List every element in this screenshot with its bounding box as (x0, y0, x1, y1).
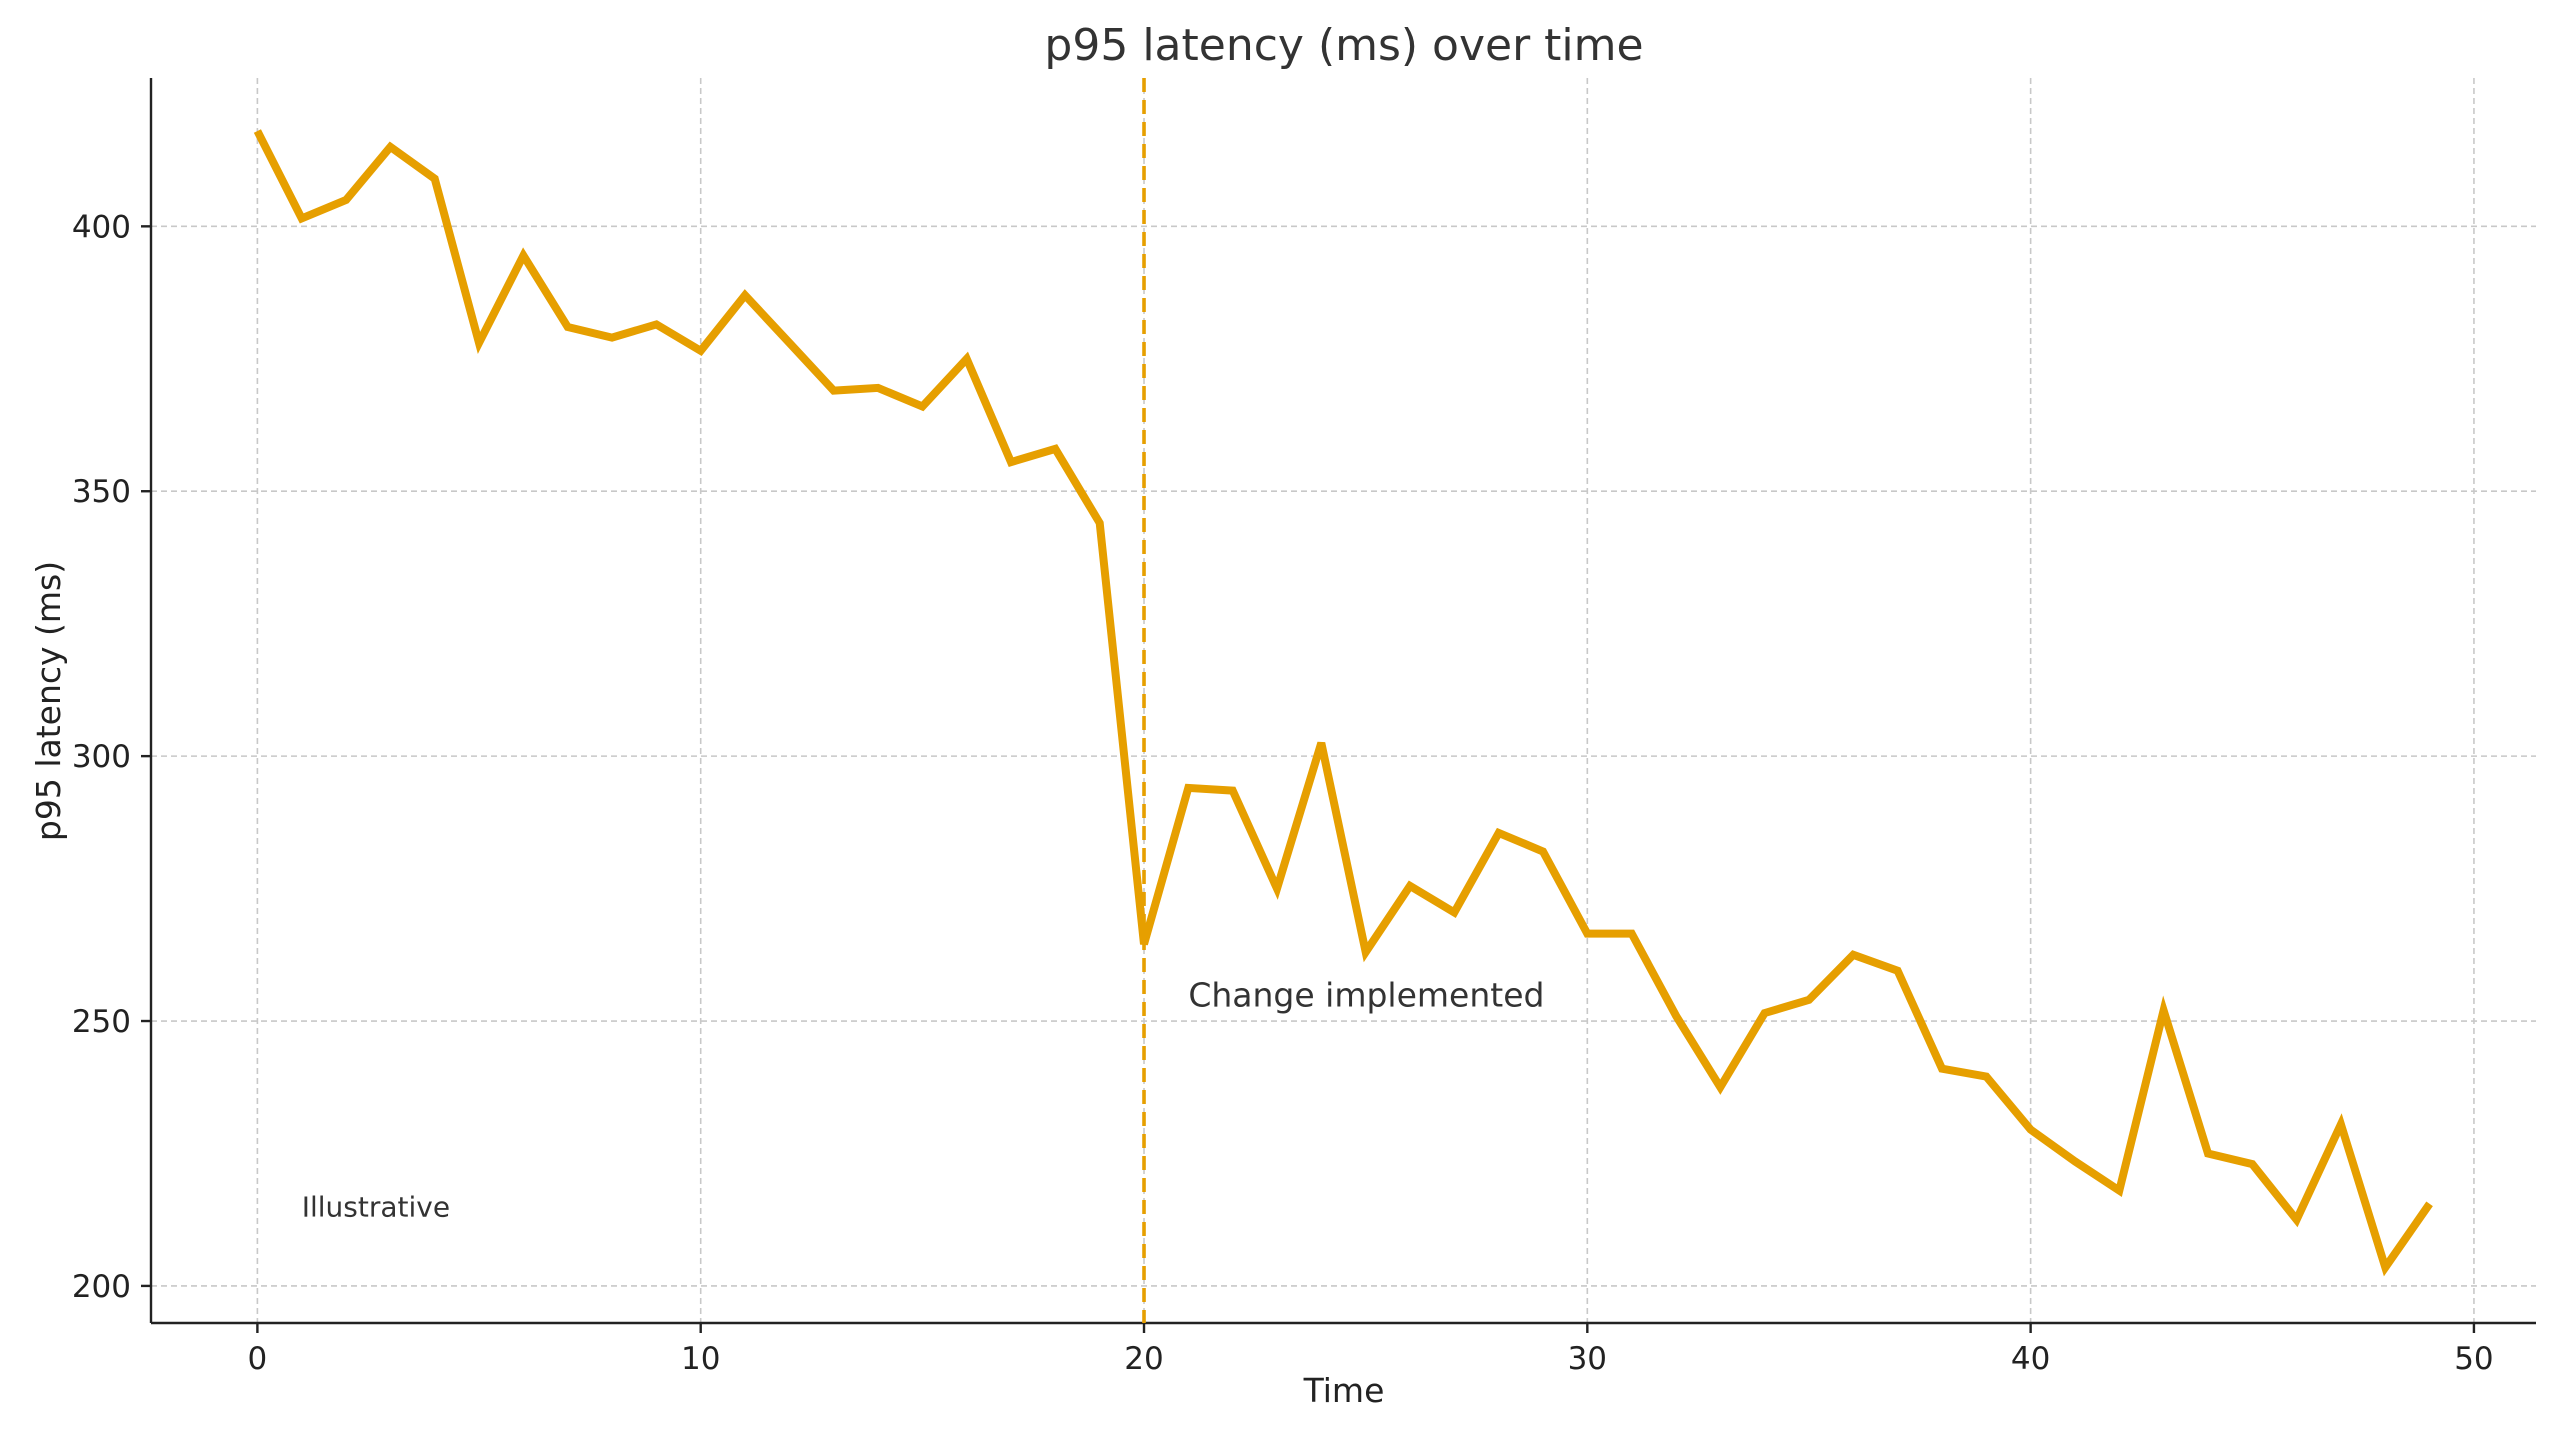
y-tick-label: 250 (72, 1004, 131, 1040)
series (253, 129, 2433, 1277)
labels: p95 latency (ms) over time Time p95 late… (29, 20, 1644, 1410)
x-tick-label: 10 (681, 1341, 720, 1377)
grid (151, 78, 2536, 1323)
x-tick-label: 0 (248, 1341, 268, 1377)
x-tick-label: 40 (2011, 1341, 2050, 1377)
y-tick-label: 400 (72, 209, 131, 245)
y-tick-label: 200 (72, 1269, 131, 1305)
x-tick-label: 20 (1124, 1341, 1163, 1377)
series-line (253, 129, 2433, 1277)
event-annotation: Change implemented (1188, 976, 1544, 1015)
y-tick-label: 300 (72, 739, 131, 775)
x-axis-title: Time (1303, 1371, 1385, 1410)
y-axis-title: p95 latency (ms) (29, 561, 68, 841)
x-tick-label: 30 (1568, 1341, 1607, 1377)
y-tick-label: 350 (72, 474, 131, 510)
axes: 0 10 20 30 40 50 200 250 300 350 400 (72, 78, 2536, 1377)
illustrative-note: Illustrative (302, 1190, 450, 1223)
x-tick-label: 50 (2454, 1341, 2493, 1377)
chart-title: p95 latency (ms) over time (1044, 20, 1643, 71)
